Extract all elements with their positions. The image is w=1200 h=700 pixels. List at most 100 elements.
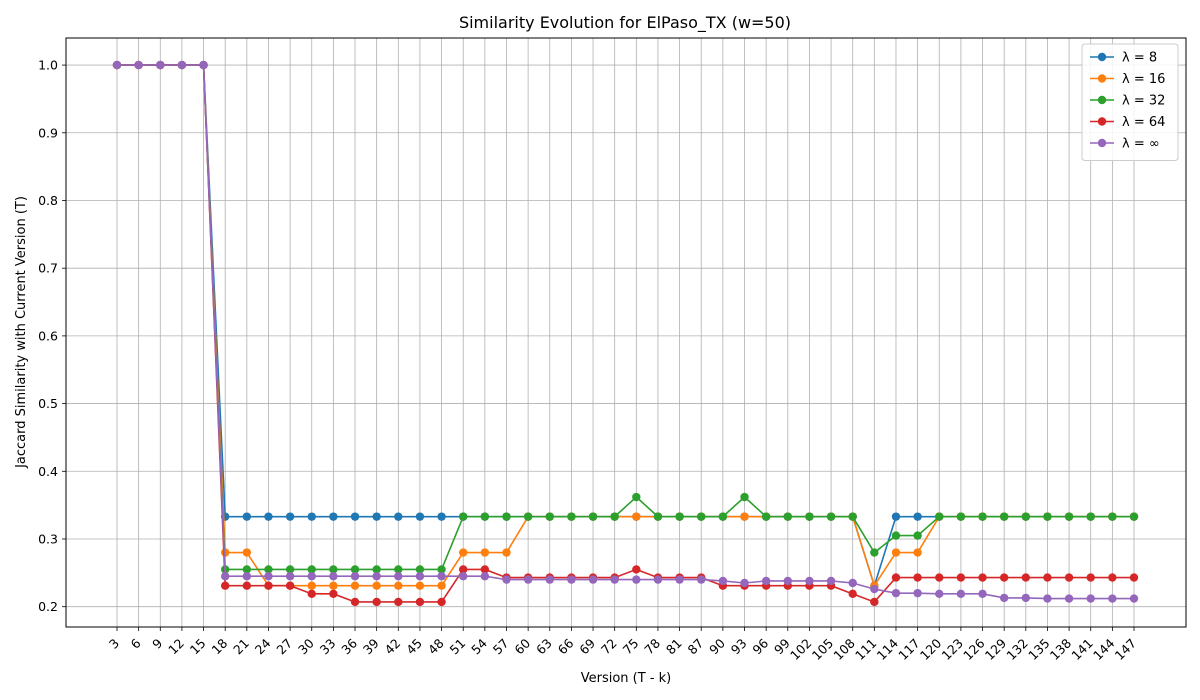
x-tick-label: 24: [252, 635, 274, 657]
data-point: [848, 578, 857, 588]
x-tick-label: 48: [425, 635, 447, 657]
legend-item: λ = ∞: [1090, 137, 1160, 152]
data-point: [285, 512, 295, 521]
data-point: [415, 581, 425, 590]
data-point: [718, 512, 728, 521]
data-point: [1129, 594, 1139, 603]
x-tick-label: 141: [1068, 636, 1095, 663]
data-point: [480, 512, 490, 521]
legend-marker: [1097, 52, 1107, 62]
data-point: [437, 581, 446, 590]
data-point: [978, 589, 987, 599]
data-point: [350, 572, 360, 581]
data-point: [913, 548, 922, 557]
data-point: [935, 589, 944, 599]
data-point: [372, 512, 381, 521]
data-point: [480, 572, 490, 581]
data-point: [761, 576, 771, 586]
data-point: [415, 512, 425, 521]
data-point: [1108, 512, 1117, 521]
x-tick-label: 78: [641, 635, 663, 657]
x-tick-label: 12: [165, 636, 187, 658]
x-tick-label: 6: [128, 635, 144, 651]
data-point: [1043, 573, 1052, 582]
data-point: [1129, 512, 1139, 521]
data-point: [675, 575, 684, 584]
x-tick-label: 15: [187, 636, 209, 658]
data-point: [913, 512, 922, 521]
data-point: [1064, 512, 1074, 521]
data-point: [653, 575, 663, 584]
series-3: [112, 60, 1139, 574]
data-point: [1064, 594, 1074, 603]
legend-box: [1081, 43, 1179, 161]
data-point: [1086, 512, 1095, 521]
data-point: [891, 548, 901, 557]
data-point: [740, 492, 749, 502]
data-point: [718, 576, 728, 586]
data-point: [1064, 573, 1074, 582]
legend-label: λ = 32: [1122, 94, 1165, 109]
x-tick-label: 45: [403, 636, 425, 658]
data-point: [870, 597, 879, 607]
data-point: [870, 548, 879, 557]
series-layer: [112, 60, 1139, 607]
data-point: [350, 597, 360, 607]
y-tick-label: 0.7: [38, 261, 58, 276]
y-tick-label: 0.3: [38, 531, 58, 546]
x-tick-label: 72: [598, 636, 620, 658]
data-point: [1021, 593, 1031, 603]
data-point: [956, 512, 966, 521]
data-point: [394, 572, 403, 581]
data-point: [394, 512, 403, 521]
y-tick-label: 0.6: [38, 328, 58, 343]
data-point: [220, 581, 230, 590]
data-point: [783, 512, 792, 521]
data-point: [935, 512, 944, 521]
data-point: [394, 581, 403, 590]
data-point: [632, 575, 641, 584]
data-point: [848, 589, 857, 599]
data-point: [134, 60, 143, 70]
data-point: [610, 512, 619, 521]
series-line: [117, 64, 1134, 571]
data-point: [545, 575, 554, 584]
data-point: [372, 565, 381, 574]
data-point: [350, 512, 360, 521]
legend-item: λ = 32: [1090, 94, 1165, 109]
x-tick-label: 96: [749, 635, 771, 657]
data-point: [805, 576, 814, 586]
data-point: [826, 576, 836, 586]
data-point: [588, 512, 598, 521]
data-point: [394, 597, 403, 607]
data-point: [480, 548, 490, 557]
x-tick-label: 36: [338, 635, 360, 657]
data-point: [264, 581, 273, 590]
data-point: [502, 512, 511, 521]
data-point: [350, 565, 360, 574]
data-point: [307, 581, 316, 590]
data-point: [653, 512, 663, 521]
data-point: [242, 512, 252, 521]
x-tick-label: 54: [468, 635, 490, 657]
data-point: [285, 572, 295, 581]
data-point: [177, 60, 187, 70]
series-1: [112, 60, 1139, 590]
data-point: [891, 573, 901, 582]
data-point: [459, 572, 468, 581]
data-point: [264, 565, 273, 574]
data-point: [502, 575, 511, 584]
data-point: [372, 597, 381, 607]
data-point: [372, 572, 381, 581]
x-tick-label: 30: [295, 635, 317, 657]
x-tick-label: 18: [208, 635, 230, 657]
data-point: [999, 512, 1009, 521]
data-point: [307, 572, 316, 581]
data-point: [632, 565, 641, 574]
x-tick-label: 111: [852, 636, 879, 663]
x-tick-label: 135: [1025, 636, 1052, 663]
series-2: [112, 60, 1139, 590]
data-point: [697, 575, 706, 584]
data-point: [415, 572, 425, 581]
y-tick-label: 0.5: [38, 396, 58, 411]
